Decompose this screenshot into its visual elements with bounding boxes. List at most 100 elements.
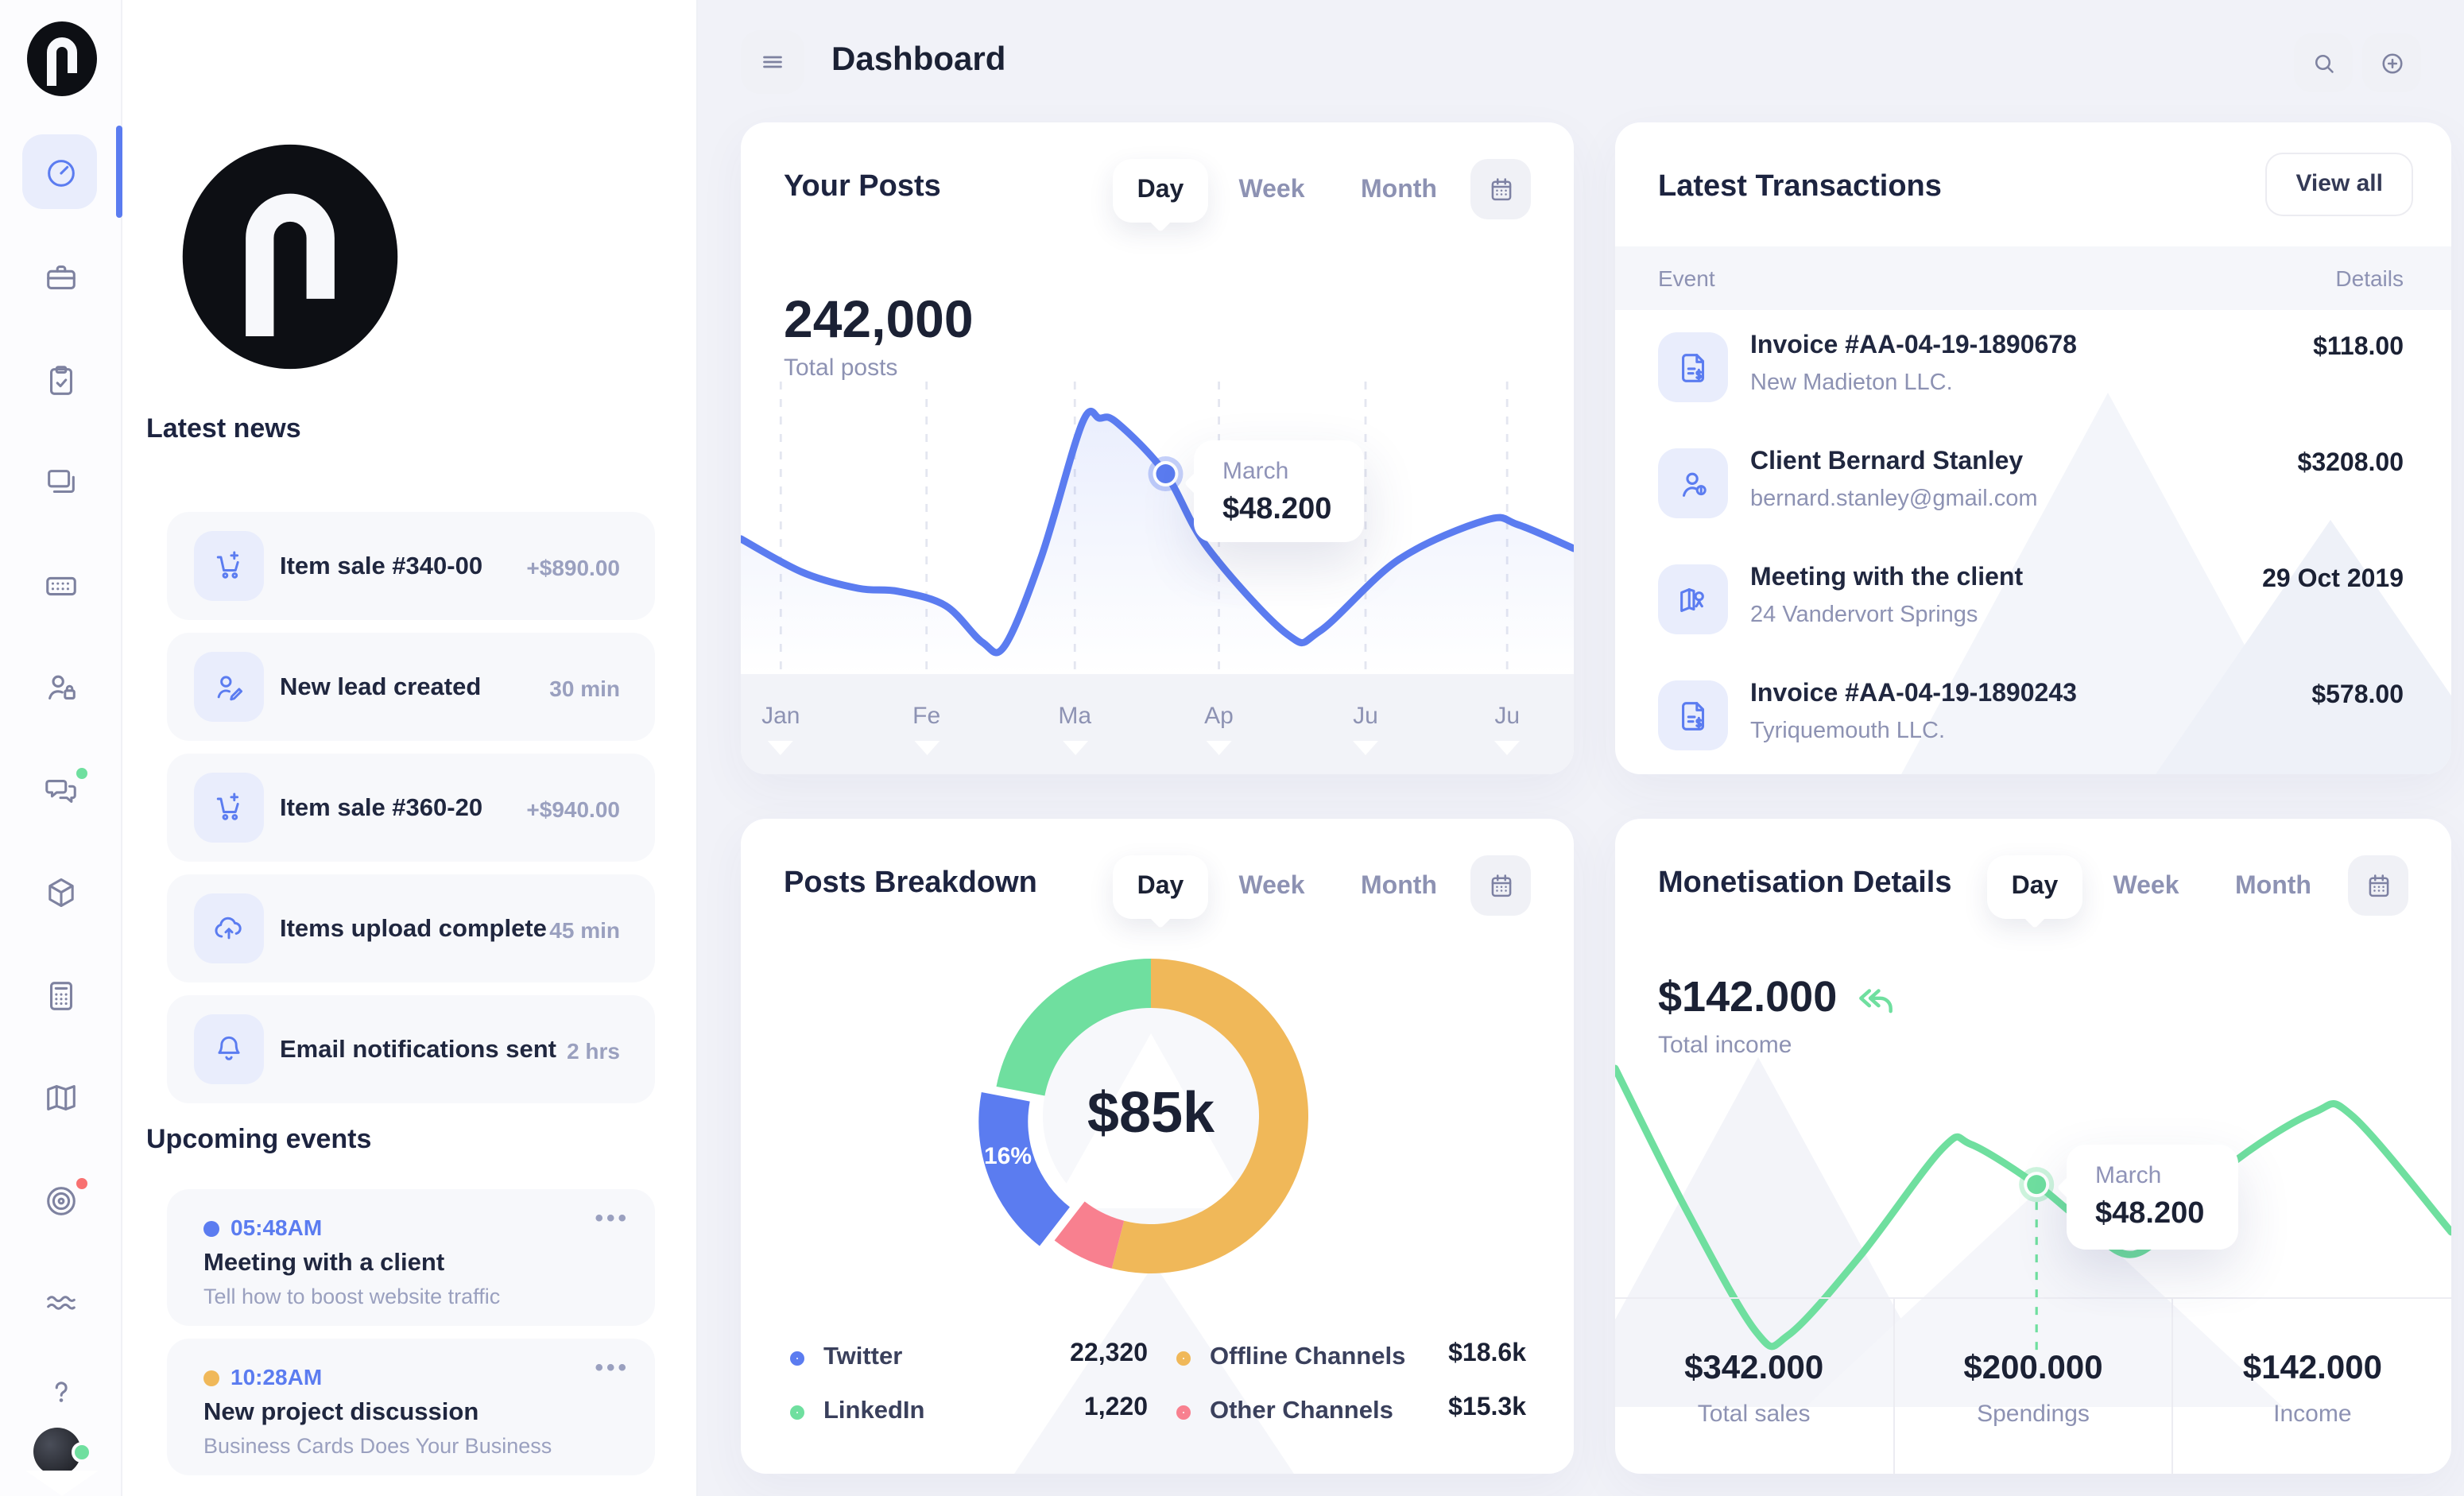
transaction-subtitle: New Madieton LLC.	[1750, 370, 1953, 396]
active-indicator-bar	[116, 126, 122, 218]
news-meta: 30 min	[549, 676, 620, 701]
legend-item: Other Channels	[1176, 1397, 1393, 1426]
cart-plus-icon	[216, 793, 239, 820]
stat-label: Spendings	[1977, 1401, 2090, 1428]
target-icon	[47, 1186, 76, 1215]
total-posts-label: Total posts	[784, 355, 898, 382]
event-title: New project discussion	[203, 1399, 479, 1426]
your-posts-range-tabs: Day Week Month	[1113, 159, 1463, 223]
monetisation-title: Monetisation Details	[1658, 866, 1952, 900]
transaction-row[interactable]: Invoice #AA-04-19-1890678 New Madieton LL…	[1615, 310, 2451, 426]
brand-logo-large	[182, 144, 398, 370]
news-item[interactable]: Items upload complete 45 min	[167, 874, 655, 982]
event-menu-button[interactable]: •••	[595, 1355, 630, 1382]
rail-item-chat[interactable]	[0, 752, 122, 828]
transaction-subtitle: bernard.stanley@gmail.com	[1750, 486, 2038, 512]
transaction-value: $118.00	[2313, 334, 2404, 361]
news-icon-chip	[194, 773, 264, 843]
posts-breakdown-title: Posts Breakdown	[784, 866, 1037, 900]
news-item[interactable]: New lead created 30 min	[167, 633, 655, 741]
column-details: Details	[2335, 265, 2404, 291]
tab-day[interactable]: Day	[1987, 855, 2082, 919]
income-line-chart[interactable]	[1615, 819, 2451, 1474]
user-avatar[interactable]	[33, 1428, 92, 1475]
donut-segment-twitter[interactable]	[978, 1091, 1070, 1246]
calculator-icon	[50, 981, 72, 1010]
rail-item-keyboard[interactable]	[0, 547, 122, 623]
news-item[interactable]: Email notifications sent 2 hrs	[167, 995, 655, 1103]
tab-week[interactable]: Week	[1238, 176, 1305, 203]
rail-item-tasks[interactable]	[0, 342, 122, 418]
add-icon	[2381, 52, 2402, 73]
month-label: Jan	[761, 703, 800, 755]
rail-item-clients[interactable]	[0, 649, 122, 725]
news-label: Email notifications sent	[280, 1037, 556, 1064]
notification-dot	[73, 1175, 91, 1192]
rail-item-projects[interactable]	[0, 238, 122, 315]
transaction-row[interactable]: Invoice #AA-04-19-1890243 Tyriquemouth LL…	[1615, 658, 2451, 774]
legend-value: $18.6k	[1448, 1340, 1526, 1367]
marker-dot[interactable]	[2027, 1175, 2047, 1195]
tab-week[interactable]: Week	[2113, 873, 2179, 900]
donut-center-value: $85k	[1087, 1079, 1215, 1145]
view-all-button[interactable]: View all	[2265, 153, 2413, 216]
news-icon-chip	[194, 652, 264, 722]
tab-day[interactable]: Day	[1113, 855, 1208, 919]
hamburger-icon	[763, 56, 782, 68]
legend-marker	[1176, 1351, 1191, 1365]
marker-dot[interactable]	[1156, 464, 1176, 484]
posts-donut-chart[interactable]	[741, 819, 1574, 1474]
tab-month[interactable]: Month	[1361, 176, 1437, 203]
calendar-button[interactable]	[1470, 855, 1531, 916]
transaction-title: Meeting with the client	[1750, 564, 2024, 591]
legend-item: LinkedIn	[790, 1397, 924, 1426]
upcoming-events-title: Upcoming events	[146, 1124, 372, 1154]
rail-item-products[interactable]	[0, 854, 122, 930]
cube-icon	[48, 877, 74, 907]
calendar-button[interactable]	[1470, 159, 1531, 219]
search-button[interactable]	[2294, 33, 2353, 92]
donut-segment-other-channels[interactable]	[1054, 1201, 1125, 1269]
add-button[interactable]	[2362, 33, 2421, 92]
posts-breakdown-card: Posts Breakdown Day Week Month $85k 16% Tw…	[741, 819, 1574, 1474]
tab-month[interactable]: Month	[1361, 873, 1437, 900]
transaction-row[interactable]: Client Bernard Stanley bernard.stanley@gm…	[1615, 426, 2451, 542]
invoice-icon	[1681, 701, 1704, 730]
tooltip-month: March	[1222, 458, 1289, 485]
news-item[interactable]: Item sale #360-20 +$940.00	[167, 754, 655, 862]
rail-item-pages[interactable]	[0, 444, 122, 520]
rail-item-billing[interactable]	[0, 957, 122, 1033]
event-item[interactable]: 10:28AM ••• New project discussion Business…	[167, 1339, 655, 1475]
monetisation-range-tabs: Day Week Month	[1987, 855, 2337, 919]
tab-day[interactable]: Day	[1113, 159, 1208, 223]
rail-item-reports[interactable]	[0, 1264, 122, 1340]
posts-breakdown-range-tabs: Day Week Month	[1113, 855, 1463, 919]
tab-month[interactable]: Month	[2235, 873, 2311, 900]
event-menu-button[interactable]: •••	[595, 1205, 630, 1232]
rail-item-map[interactable]	[0, 1059, 122, 1135]
transaction-row[interactable]: Meeting with the client 24 Vandervort Spr…	[1615, 542, 2451, 658]
notification-dot	[73, 765, 91, 782]
transaction-subtitle: 24 Vandervort Springs	[1750, 603, 1978, 628]
rail-item-help[interactable]	[0, 1353, 122, 1429]
event-item[interactable]: 05:48AM ••• Meeting with a client Tell how …	[167, 1189, 655, 1326]
tab-week[interactable]: Week	[1238, 873, 1305, 900]
stat-income: $142.000 Income	[2171, 1299, 2451, 1474]
legend-label: LinkedIn	[823, 1397, 925, 1424]
legend-marker	[790, 1351, 804, 1365]
news-item[interactable]: Item sale #340-00 +$890.00	[167, 512, 655, 620]
stat-label: Total sales	[1697, 1401, 1811, 1428]
rail-item-targets[interactable]	[0, 1162, 122, 1238]
brand-logo-small[interactable]	[22, 19, 102, 99]
news-label: New lead created	[280, 674, 482, 701]
rail-item-dashboard[interactable]	[0, 126, 122, 218]
donut-segment-linkedin[interactable]	[996, 959, 1151, 1096]
gauge-icon	[48, 159, 75, 186]
chart-tooltip: March $48.200	[1194, 440, 1364, 542]
donut-segment-offline-channels[interactable]	[1111, 959, 1308, 1273]
series-line	[1615, 1064, 2451, 1351]
transaction-subtitle: Tyriquemouth LLC.	[1750, 719, 1946, 744]
menu-toggle-button[interactable]	[741, 30, 804, 94]
calendar-button[interactable]	[2348, 855, 2408, 916]
